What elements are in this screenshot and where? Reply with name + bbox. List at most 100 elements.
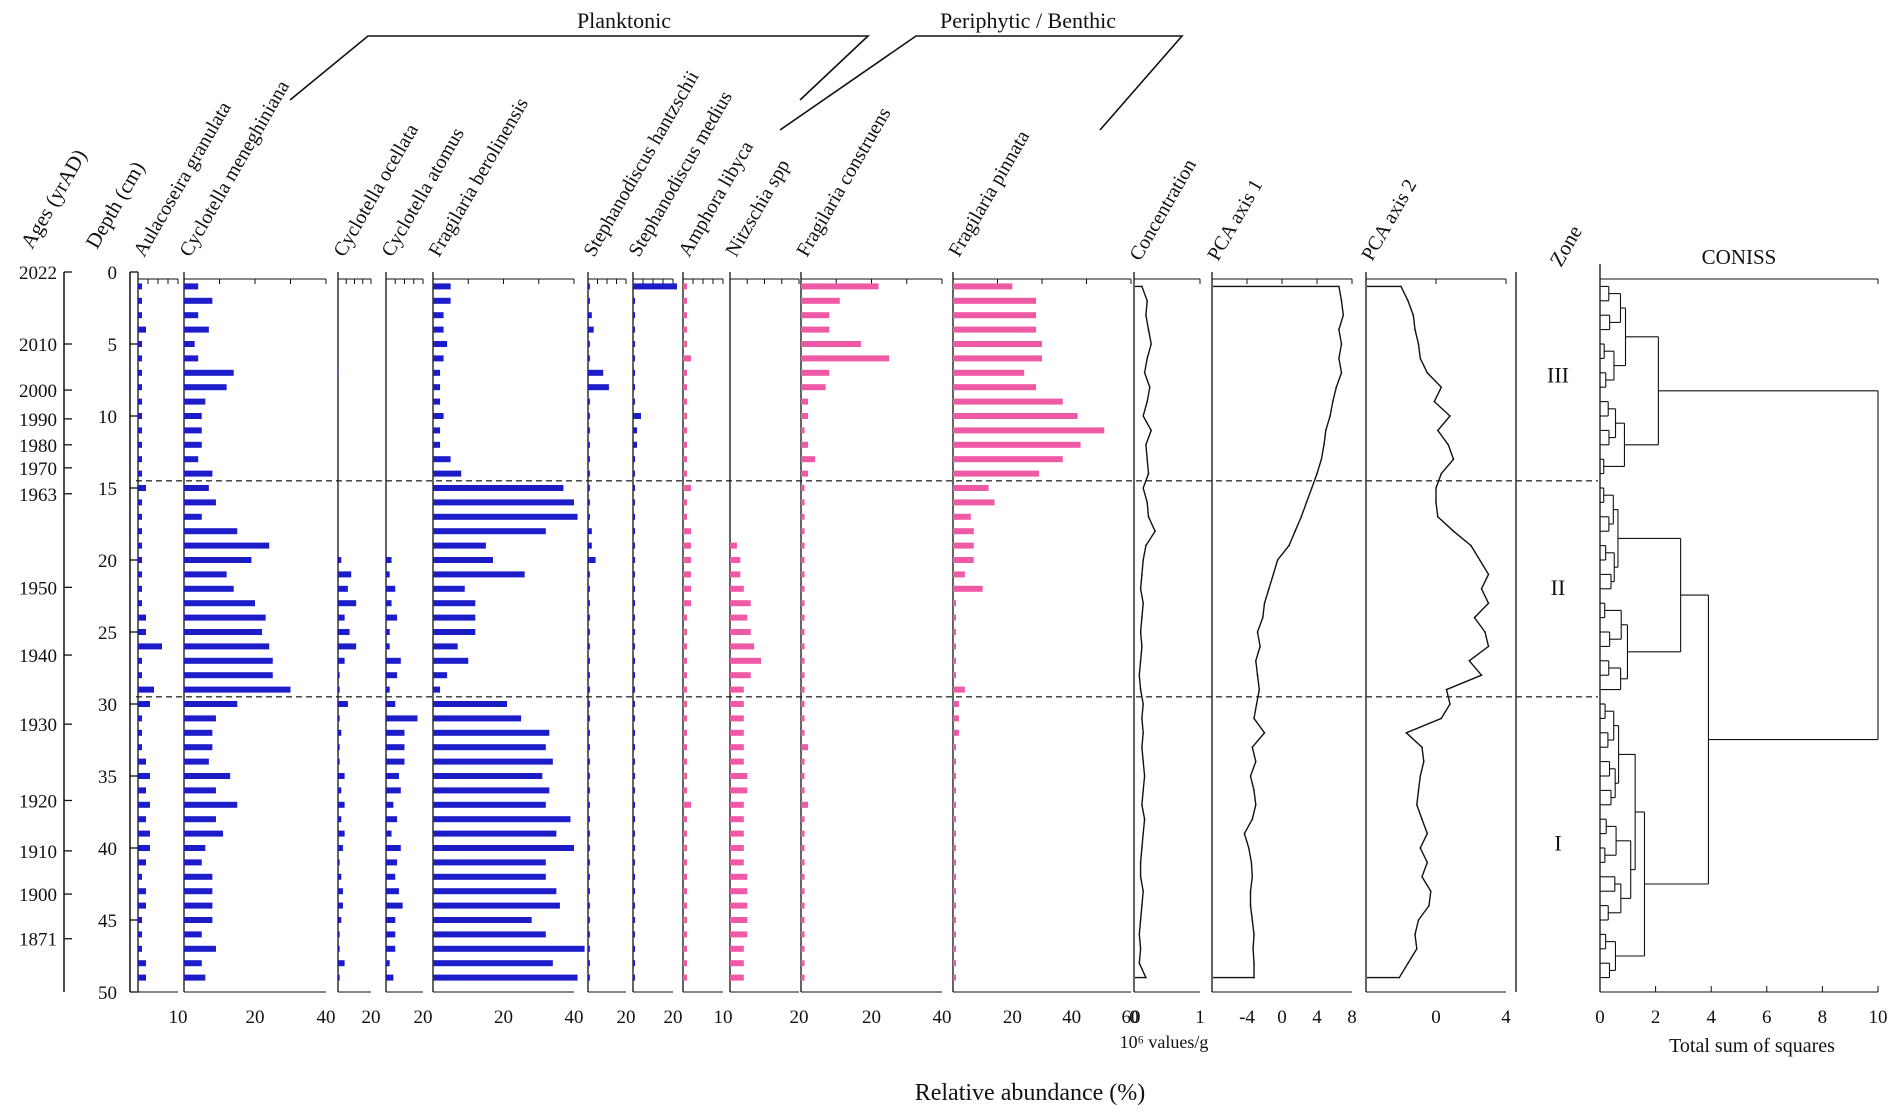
bar	[730, 701, 744, 707]
data-point	[1419, 847, 1422, 849]
age-tick-label: 2000	[19, 381, 57, 402]
x-tick-label: 20	[664, 1007, 683, 1028]
data-point	[1250, 861, 1253, 864]
bar	[683, 398, 687, 405]
data-point	[1340, 372, 1343, 374]
data-point	[1440, 472, 1443, 475]
bar	[683, 657, 687, 664]
panel-cyclotella-ocellata: 20 Cyclotella ocellata	[329, 120, 423, 1028]
bar	[953, 758, 956, 765]
concentration-unit: 10⁶ values/g	[1120, 1032, 1209, 1052]
age-tick-label: 1963	[19, 485, 57, 506]
panel-fragilaria-construens: 20 40 Fragilaria construens	[792, 104, 951, 1028]
bar	[633, 470, 635, 477]
data-point	[1340, 300, 1343, 302]
bar	[433, 528, 546, 535]
data-point	[1139, 688, 1142, 691]
data-point	[1149, 386, 1151, 389]
data-point	[1142, 602, 1145, 604]
bar	[730, 542, 737, 549]
bar	[588, 845, 590, 851]
bar	[338, 945, 340, 952]
bar	[730, 557, 741, 563]
bar	[386, 701, 396, 707]
bar	[433, 960, 553, 967]
bar	[588, 283, 590, 290]
data-point	[1294, 530, 1296, 532]
bar	[588, 600, 590, 607]
bar	[588, 744, 590, 751]
bar	[338, 787, 342, 794]
bar	[184, 585, 234, 592]
bar	[386, 715, 418, 722]
bar	[184, 571, 227, 578]
bar	[338, 801, 345, 808]
bar	[633, 326, 635, 333]
bar	[138, 657, 142, 664]
data-point	[1436, 429, 1439, 432]
bar	[683, 355, 691, 362]
data-point	[1154, 530, 1156, 532]
bar	[138, 398, 142, 405]
bar	[138, 384, 142, 391]
data-point	[1252, 948, 1254, 950]
data-point	[1141, 904, 1143, 907]
data-point	[1138, 962, 1141, 964]
data-point	[1435, 487, 1437, 489]
bar	[184, 845, 206, 851]
data-point	[1249, 890, 1252, 892]
bar	[801, 830, 805, 837]
bar	[801, 729, 805, 736]
bar	[588, 513, 590, 520]
bar	[953, 873, 956, 880]
data-point	[1253, 962, 1255, 964]
bar	[386, 859, 398, 866]
data-point	[1421, 818, 1423, 820]
data-point	[1470, 544, 1472, 547]
bar	[386, 686, 390, 693]
x-tick-label: 0	[1129, 1007, 1139, 1028]
data-point	[1150, 343, 1152, 345]
bar	[633, 816, 635, 823]
bar	[588, 499, 590, 506]
x-tick-label: 20	[790, 1007, 809, 1028]
bar	[683, 787, 687, 794]
data-point	[1329, 415, 1331, 417]
bar	[801, 960, 805, 967]
bar	[138, 859, 146, 866]
bar	[184, 600, 255, 607]
data-point	[1429, 890, 1432, 892]
data-point	[1141, 285, 1143, 288]
data-point	[1255, 703, 1258, 705]
bar	[953, 773, 956, 779]
bar	[184, 614, 266, 621]
bar	[138, 427, 142, 434]
bar	[953, 686, 965, 693]
bar	[588, 614, 590, 621]
data-point	[1310, 487, 1313, 489]
concentration-panel: 0 1 Concentration	[1125, 155, 1204, 1028]
bar	[433, 902, 560, 909]
bar	[138, 629, 146, 635]
data-point	[1487, 645, 1490, 648]
bar	[683, 773, 687, 779]
bar	[433, 413, 444, 419]
bar	[730, 888, 748, 895]
data-point	[1445, 688, 1448, 691]
data-point	[1138, 674, 1141, 676]
bar	[730, 902, 748, 909]
bar	[953, 297, 1037, 304]
bar	[588, 441, 590, 448]
coniss-title: CONISS	[1702, 245, 1777, 269]
bar	[730, 715, 744, 722]
bar	[433, 297, 451, 304]
bar	[433, 398, 441, 405]
bar	[683, 384, 687, 391]
bar	[633, 600, 635, 607]
data-point	[1421, 746, 1423, 748]
data-point	[1338, 328, 1340, 331]
bar	[683, 960, 687, 967]
